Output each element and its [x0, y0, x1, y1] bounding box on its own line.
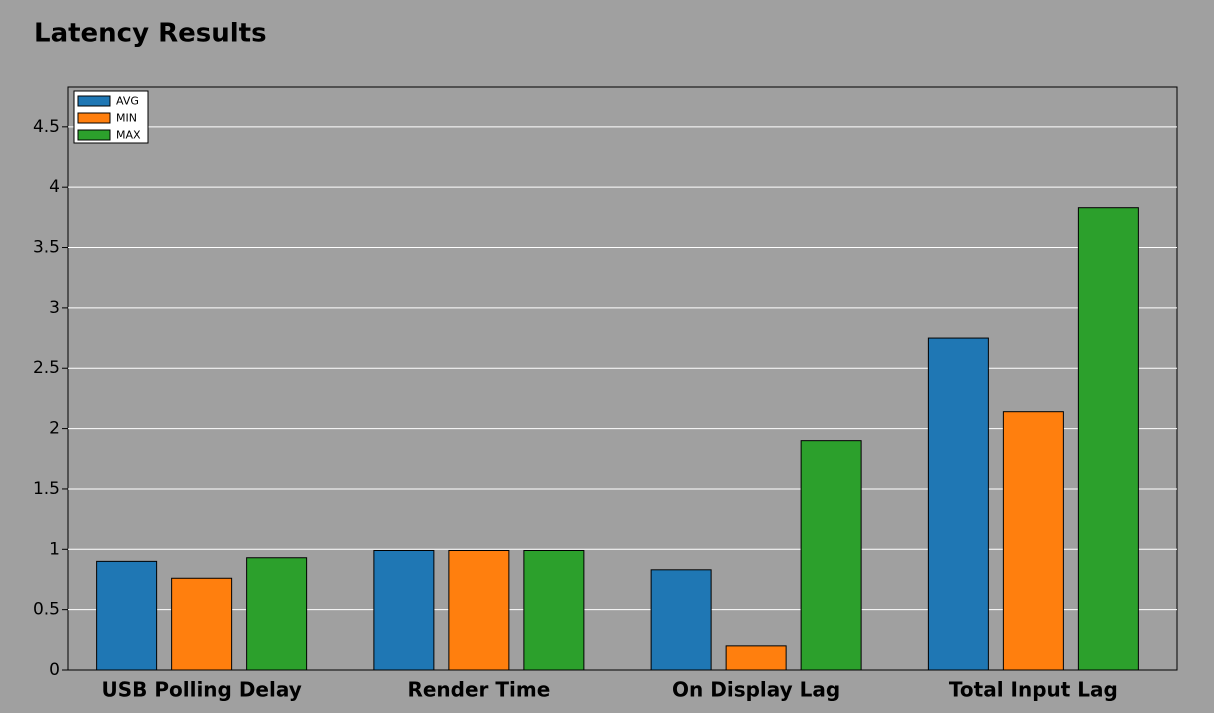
plot-frame [67, 86, 1178, 671]
bar [800, 440, 862, 671]
bar [171, 577, 233, 671]
legend-label: AVG [116, 95, 139, 108]
bar [246, 557, 308, 671]
y-tick-label: 2.5 [33, 358, 60, 378]
chart-title: Latency Results [34, 19, 267, 49]
bar [96, 560, 158, 671]
bar [448, 550, 510, 671]
y-tick-label: 0 [49, 660, 60, 680]
bar [373, 550, 435, 671]
bar [725, 645, 787, 671]
x-tick-label: Total Input Lag [949, 678, 1118, 702]
x-tick-label: On Display Lag [672, 678, 840, 702]
legend-label: MAX [116, 129, 141, 142]
y-tick-label: 3.5 [33, 238, 60, 258]
bar [650, 569, 712, 671]
bar [523, 550, 585, 671]
bar [927, 337, 989, 671]
y-tick-label: 0.5 [33, 600, 60, 620]
x-tick-label: Render Time [407, 678, 550, 702]
y-tick-label: 3 [49, 298, 60, 318]
y-tick-label: 1.5 [33, 479, 60, 499]
legend-label: MIN [116, 112, 137, 125]
legend-swatch [77, 112, 111, 124]
y-tick-label: 4 [49, 177, 60, 197]
legend-swatch [77, 95, 111, 107]
y-tick-label: 1 [49, 539, 60, 559]
bar [1077, 207, 1139, 671]
legend-swatch [77, 129, 111, 141]
y-tick-label: 2 [49, 419, 60, 439]
x-tick-label: USB Polling Delay [101, 678, 301, 702]
y-tick-label: 4.5 [33, 117, 60, 137]
bar [1002, 411, 1064, 671]
